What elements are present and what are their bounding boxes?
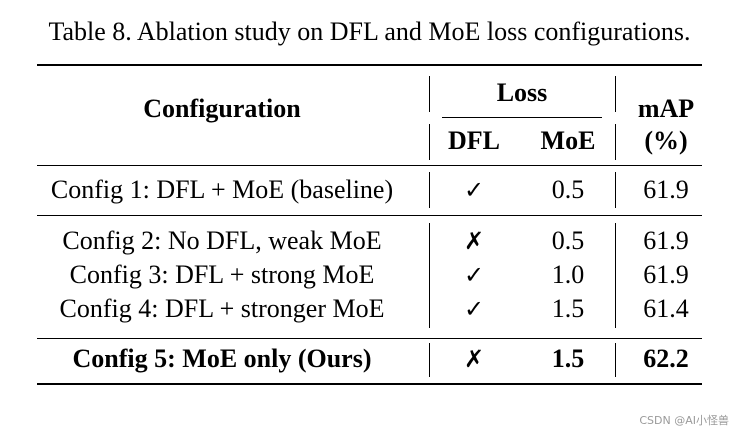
separator-map-left-subheader <box>615 124 616 160</box>
row-5-dfl-cross-icon: ✗ <box>463 345 485 373</box>
ours-top-rule <box>37 338 702 339</box>
header-map: mAP <box>637 94 695 123</box>
loss-group-underline <box>442 117 602 118</box>
separator-loss-left-subheader <box>429 124 430 160</box>
watermark: CSDN @AI小怪兽 <box>639 414 729 427</box>
row-4-map: 61.4 <box>643 294 689 323</box>
baseline-bottom-rule <box>37 215 702 216</box>
table-top-rule <box>37 64 702 66</box>
row-4-dfl-check-icon: ✓ <box>463 295 485 323</box>
header-configuration: Configuration <box>143 94 301 123</box>
header-loss-group: Loss <box>496 78 548 107</box>
table-caption: Table 8. Ablation study on DFL and MoE l… <box>48 17 691 46</box>
separator-map-left-row-1 <box>615 172 616 208</box>
separator-loss-left-row-1 <box>429 172 430 208</box>
row-3-config: Config 3: DFL + strong MoE <box>69 260 375 289</box>
row-1-map: 61.9 <box>643 175 689 204</box>
separator-map-left-row-5 <box>615 343 616 377</box>
separator-map-left-rows-2-4 <box>615 223 616 328</box>
separator-map-left-header <box>615 76 616 112</box>
table-bottom-rule <box>37 383 702 385</box>
row-3-moe: 1.0 <box>551 260 585 289</box>
separator-loss-left-header <box>429 76 430 112</box>
header-map-unit: (%) <box>644 126 688 155</box>
row-1-moe: 0.5 <box>551 175 585 204</box>
row-2-moe: 0.5 <box>551 226 585 255</box>
row-2-map: 61.9 <box>643 226 689 255</box>
separator-loss-left-rows-2-4 <box>429 223 430 328</box>
separator-loss-left-row-5 <box>429 343 430 377</box>
row-2-dfl-cross-icon: ✗ <box>463 227 485 255</box>
row-5-map: 62.2 <box>643 344 689 373</box>
row-3-dfl-check-icon: ✓ <box>463 261 485 289</box>
row-5-config: Config 5: MoE only (Ours) <box>72 344 372 373</box>
row-4-moe: 1.5 <box>551 294 585 323</box>
row-2-config: Config 2: No DFL, weak MoE <box>62 226 382 255</box>
header-moe: MoE <box>540 126 596 155</box>
header-bottom-rule <box>37 165 702 166</box>
row-4-config: Config 4: DFL + stronger MoE <box>59 294 385 323</box>
header-dfl: DFL <box>448 126 500 155</box>
row-5-moe: 1.5 <box>551 344 585 373</box>
row-3-map: 61.9 <box>643 260 689 289</box>
row-1-dfl-check-icon: ✓ <box>463 176 485 204</box>
row-1-config: Config 1: DFL + MoE (baseline) <box>50 175 394 204</box>
